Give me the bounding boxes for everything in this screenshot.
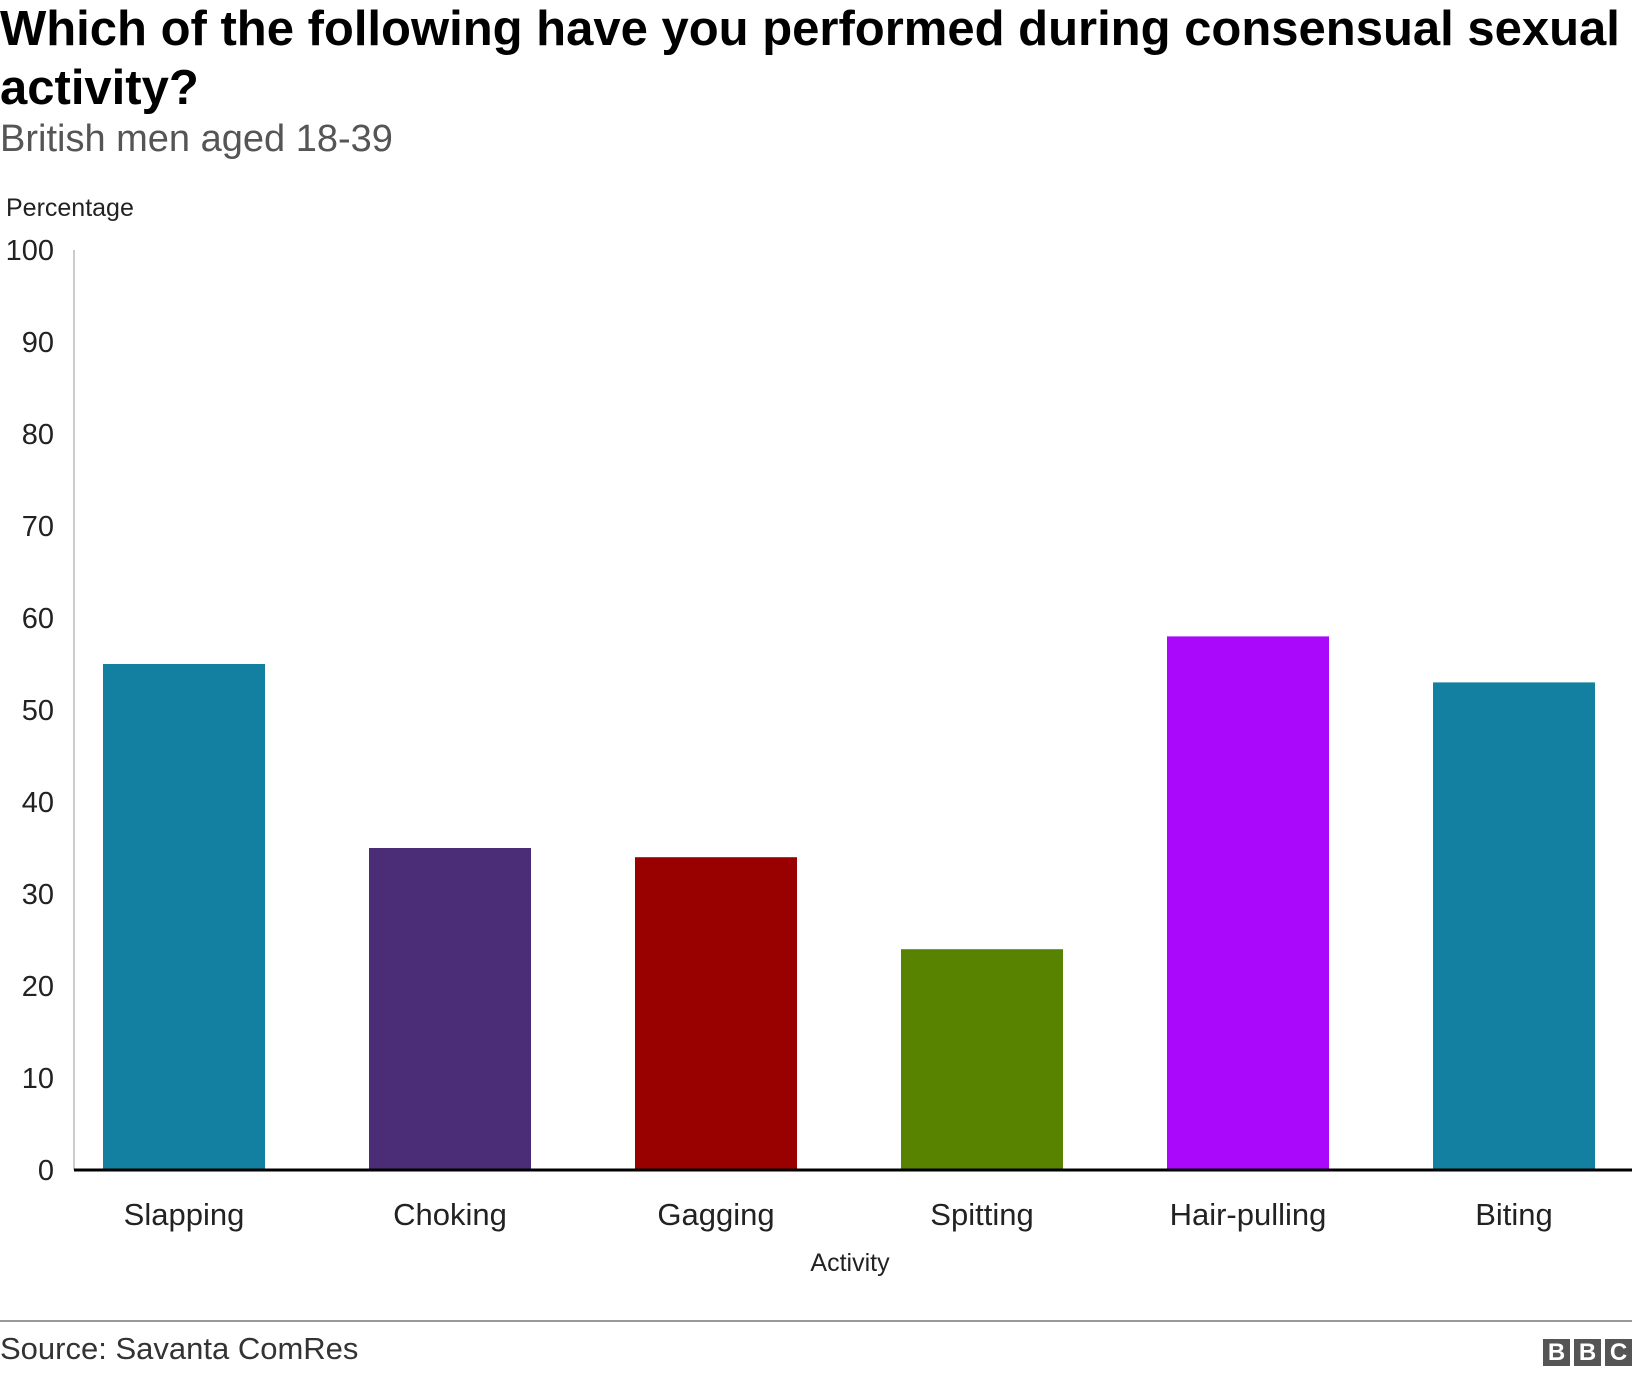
y-tick-label: 20 (22, 971, 54, 1003)
y-tick-label: 40 (22, 787, 54, 819)
x-tick-label: Biting (1475, 1197, 1553, 1232)
y-tick-label: 30 (22, 879, 54, 911)
logo-letter: B (1574, 1339, 1601, 1366)
bar-biting (1433, 682, 1595, 1170)
bar-choking (369, 848, 531, 1170)
y-tick-label: 90 (22, 327, 54, 359)
chart-title: Which of the following have you performe… (0, 2, 1620, 115)
y-axis-ticks: 0 10 20 30 40 50 60 70 80 90 100 (6, 235, 54, 1187)
bbc-logo: B B C (1543, 1339, 1632, 1366)
x-axis-title: Activity (810, 1249, 890, 1277)
bars (103, 636, 1595, 1170)
bar-chart: Percentage 0 10 20 30 40 50 60 70 80 90 100 Slappi… (6, 194, 1632, 1277)
y-tick-label: 10 (22, 1063, 54, 1095)
bar-gagging (635, 857, 797, 1170)
source-note: Source: Savanta ComRes (0, 1331, 359, 1366)
y-tick-label: 0 (38, 1155, 54, 1187)
logo-letter: C (1605, 1339, 1632, 1366)
y-axis-title: Percentage (6, 194, 134, 222)
y-tick-label: 80 (22, 419, 54, 451)
y-tick-label: 60 (22, 603, 54, 635)
bar-spitting (901, 949, 1063, 1170)
logo-letter: B (1543, 1339, 1570, 1366)
x-tick-label: Slapping (124, 1197, 245, 1232)
bar-slapping (103, 664, 265, 1170)
y-tick-label: 100 (6, 235, 54, 267)
x-tick-label: Choking (393, 1197, 507, 1232)
x-tick-label: Spitting (930, 1197, 1033, 1232)
chart-subtitle: British men aged 18-39 (0, 118, 393, 160)
footer-divider (0, 1320, 1632, 1322)
x-tick-label: Gagging (657, 1197, 774, 1232)
x-tick-label: Hair-pulling (1170, 1197, 1327, 1232)
y-tick-label: 70 (22, 511, 54, 543)
x-axis-ticks: Slapping Choking Gagging Spitting Hair-pulli… (124, 1197, 1553, 1232)
bar-hair-pulling (1167, 636, 1329, 1170)
y-tick-label: 50 (22, 695, 54, 727)
